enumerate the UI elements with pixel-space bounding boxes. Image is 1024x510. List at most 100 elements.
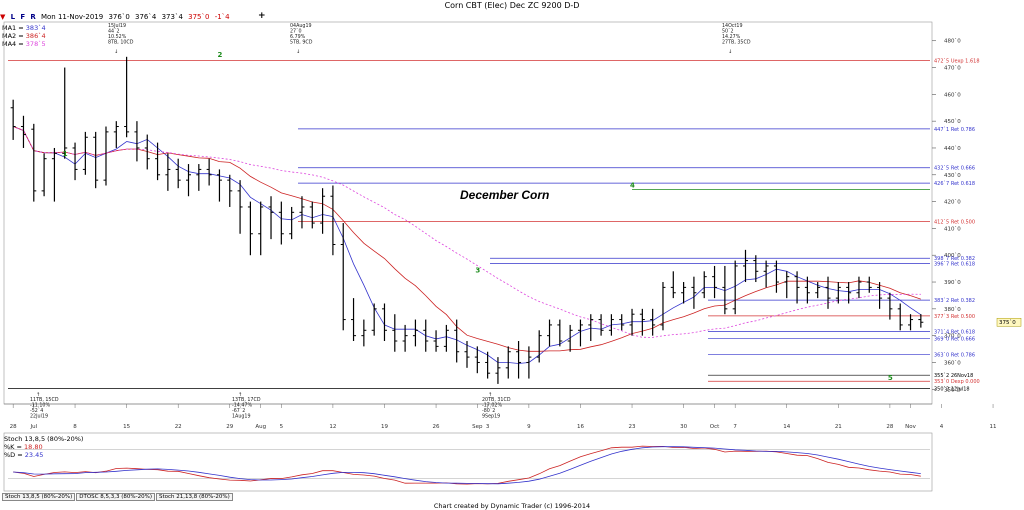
ohlc-bar (289, 206, 295, 240)
y-tick-label: 430`0 (944, 173, 961, 179)
ohlc-bar (309, 201, 315, 229)
x-tick-label: 12 (329, 424, 336, 430)
up-arrow-icon: ↑ (238, 392, 242, 398)
x-tick-label: 19 (381, 424, 388, 430)
ohlc-bar (897, 303, 903, 331)
bottom-annotation-line: -17.02% (482, 403, 502, 409)
stoch-d-line (13, 446, 921, 485)
wave-label: 3 (475, 267, 480, 275)
x-tick-label: 7 (733, 424, 737, 430)
bottom-annotation-line: 9Sep19 (482, 414, 500, 420)
ohlc-bar (918, 314, 924, 328)
toolbar: ▼ L F R Mon 11-Nov-2019 376`0 376`4 373`… (0, 12, 270, 23)
x-tick-label: 22 (175, 424, 182, 430)
top-annotation-line: 5TB, 9CD (290, 40, 313, 46)
top-annotation-line: 50`2 (722, 29, 734, 35)
level-label: 350`2 12Jul18 (934, 387, 970, 393)
ohlc-bar (815, 282, 821, 299)
level-label: 383`2 Ret 0.382 (934, 298, 975, 304)
x-tick-label: 14 (783, 424, 790, 430)
ohlc-bar (216, 169, 222, 202)
x-tick-label: Aug (255, 424, 266, 430)
ma1-line (13, 126, 922, 364)
top-annotation-line: 27`0 (290, 29, 302, 35)
ma4-name: MA4 (2, 40, 17, 48)
ohlc-bar (577, 319, 583, 347)
tab-dtosc[interactable]: DTOSC 8,5,3,3 (80%-20%) (76, 493, 155, 501)
x-tick-label: Oct (710, 424, 720, 430)
ohlc-bar (794, 271, 800, 304)
ohlc-bar (670, 271, 676, 299)
level-label: 396`7 Ret 0.618 (934, 262, 975, 268)
bottom-annotation-line: 11TB, 15CD (30, 397, 59, 403)
ohlc-bar (804, 276, 810, 304)
ohlc-bar (722, 265, 728, 315)
ohlc-bar (773, 260, 779, 293)
bar-low: 373`4 (161, 13, 183, 21)
ohlc-bar (423, 319, 429, 352)
ohlc-bar (402, 324, 408, 352)
ohlc-bar (516, 341, 522, 379)
top-annotation-line: 04Aug19 (290, 23, 312, 29)
ohlc-bar (51, 147, 57, 202)
bottom-annotation-line: -14.47% (232, 403, 252, 409)
ohlc-bar (351, 298, 357, 342)
ohlc-bar (93, 131, 99, 189)
ohlc-bar (186, 164, 192, 197)
ohlc-bar (485, 351, 491, 379)
ohlc-bar (124, 56, 130, 138)
ohlc-bar (660, 282, 666, 331)
add-button[interactable]: + (258, 11, 266, 21)
ohlc-bar (557, 319, 563, 347)
ohlc-bar (412, 319, 418, 347)
x-tick-label: Nov (905, 424, 916, 430)
ohlc-bar (464, 341, 470, 368)
x-tick-label: 16 (577, 424, 584, 430)
ohlc-bar (103, 126, 109, 186)
ohlc-bar (629, 308, 635, 336)
last-price-box (996, 317, 1022, 327)
indicator-tabs: Stoch 13,8,5 (80%-20%) DTOSC 8,5,3,3 (80%… (2, 493, 234, 502)
bottom-annotation-line: -67`2 (232, 408, 245, 414)
toolbar-button-f[interactable]: F (20, 13, 26, 21)
ohlc-bar (887, 292, 893, 320)
ohlc-bar (846, 282, 852, 304)
x-tick-label: 11 (990, 424, 997, 430)
bottom-annotation-line: 13TB, 17CD (232, 397, 261, 403)
ohlc-bar (712, 265, 718, 299)
bar-date: Mon 11-Nov-2019 (40, 13, 104, 21)
tab-stoch-21[interactable]: Stoch 21,13,8 (80%-20%) (155, 493, 233, 501)
toolbar-button-r[interactable]: R (30, 13, 36, 21)
bottom-annotation-line: -80`2 (482, 408, 495, 414)
x-tick-label: 23 (629, 424, 636, 430)
ohlc-bar (505, 346, 511, 379)
level-label: 472`5 Uexp 1.618 (934, 58, 980, 64)
chart-credit: Chart created by Dynamic Trader (c) 1996… (433, 502, 591, 510)
bar-open: 376`0 (108, 13, 130, 21)
ohlc-bar (753, 255, 759, 283)
down-arrow-icon[interactable]: ▼ (0, 13, 6, 21)
top-annotation-line: 10.52% (108, 34, 127, 40)
ohlc-bar (72, 142, 78, 181)
y-tick-label: 390`0 (944, 280, 961, 286)
ohlc-bar (598, 314, 604, 336)
ohlc-bar (567, 324, 573, 352)
ohlc-bar (835, 282, 841, 304)
bottom-annotation-line: -52`4 (30, 408, 43, 414)
ohlc-bar (10, 99, 16, 140)
up-arrow-icon: ↑ (36, 392, 40, 398)
k-label: %K (4, 443, 15, 451)
ma2-row: MA2 = 386`4 (2, 32, 46, 40)
ma1-name: MA1 (2, 24, 17, 32)
bar-close: 375`0 (188, 13, 210, 21)
top-annotation-line: 6.79% (290, 34, 306, 40)
top-annotation-line: 15Jul19 (108, 23, 126, 29)
ma2-name: MA2 (2, 32, 17, 40)
tab-stoch-13[interactable]: Stoch 13,8,5 (80%-20%) (2, 493, 76, 501)
level-label: 363`0 Ret 0.786 (934, 352, 975, 358)
stoch-panel-frame (3, 432, 933, 492)
level-label: 412`5 Ret 0.500 (934, 219, 975, 225)
ohlc-bar (320, 188, 326, 234)
toolbar-button-l[interactable]: L (10, 13, 16, 21)
